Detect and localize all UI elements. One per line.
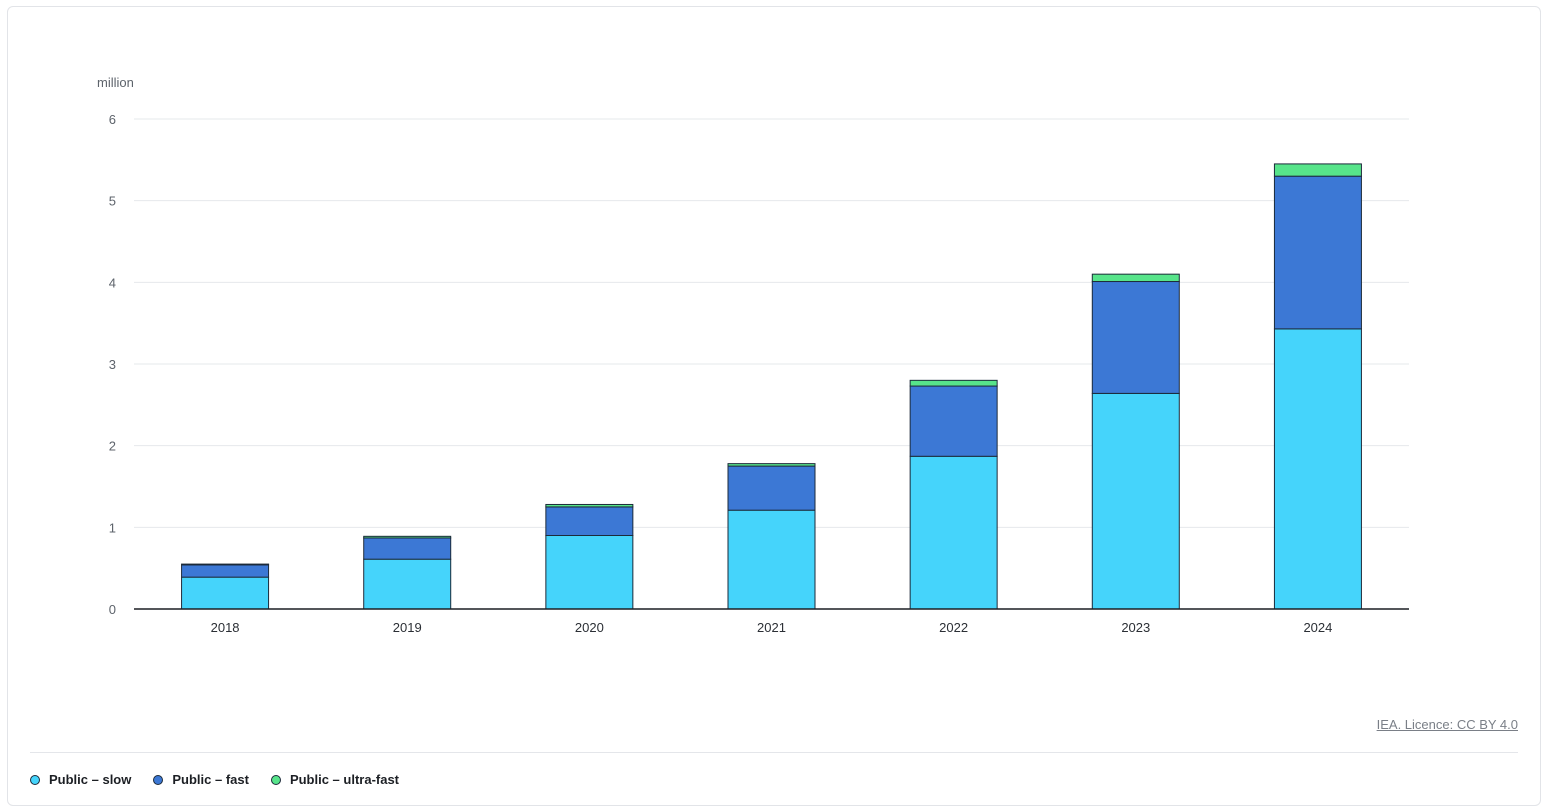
- legend-item-public-fast[interactable]: Public – fast: [153, 772, 249, 787]
- legend-label-public-ultra-fast: Public – ultra-fast: [289, 772, 400, 787]
- bar-2021-series-1: [727, 465, 816, 511]
- bar-2023-series-0: [1091, 392, 1180, 610]
- y-tick-label-3: 3: [109, 357, 116, 372]
- chart-card: million 0 1 2 3 4 5 6 2018 2019 2020 2021 2022 2023 20…: [7, 6, 1541, 806]
- bar-2024-series-2: [1273, 163, 1362, 177]
- x-tick-label-2023: 2023: [1121, 620, 1150, 635]
- bar-2024-series-0: [1273, 328, 1362, 610]
- licence-link[interactable]: IEA. Licence: CC BY 4.0: [1376, 717, 1518, 732]
- legend-item-public-slow[interactable]: Public – slow: [30, 772, 131, 787]
- bar-2019-series-0: [363, 558, 452, 610]
- y-tick-label-4: 4: [109, 275, 116, 290]
- legend: Public – slow Public – fast Public – ult…: [30, 772, 399, 787]
- legend-swatch-public-slow: [30, 774, 40, 785]
- y-tick-label-6: 6: [109, 112, 116, 127]
- bar-2018-series-1: [181, 564, 270, 578]
- bar-2020-series-0: [545, 535, 634, 610]
- x-tick-label-2020: 2020: [575, 620, 604, 635]
- y-tick-label-2: 2: [109, 439, 116, 454]
- bar-2021-series-0: [727, 509, 816, 610]
- bar-2020-series-2: [545, 503, 634, 508]
- bar-2024-series-1: [1273, 175, 1362, 330]
- y-tick-label-0: 0: [109, 602, 116, 617]
- stacked-bar-chart: million 0 1 2 3 4 5 6 2018 2019 2020 2021 2022 2023 20…: [97, 75, 1409, 635]
- bar-2018-series-2: [181, 563, 270, 566]
- legend-swatch-public-ultra-fast: [270, 774, 281, 785]
- x-tick-label-2018: 2018: [211, 620, 240, 635]
- bar-2023-series-1: [1091, 281, 1180, 394]
- x-tick-label-2024: 2024: [1303, 620, 1332, 635]
- bar-2022-series-2: [909, 379, 998, 387]
- x-tick-label-2019: 2019: [393, 620, 422, 635]
- bar-2019-series-1: [363, 537, 452, 560]
- x-tick-label-2021: 2021: [757, 620, 786, 635]
- legend-divider: [30, 752, 1518, 753]
- legend-label-public-fast: Public – fast: [172, 772, 249, 787]
- bar-2023-series-2: [1091, 273, 1180, 283]
- y-axis-unit-label: million: [97, 75, 134, 90]
- y-tick-label-5: 5: [109, 194, 116, 209]
- bar-2019-series-2: [363, 535, 452, 539]
- bar-2018-series-0: [181, 576, 270, 610]
- bar-2022-series-0: [909, 455, 998, 610]
- legend-swatch-public-fast: [153, 774, 164, 785]
- x-tick-label-2022: 2022: [939, 620, 968, 635]
- bar-2021-series-2: [727, 463, 816, 467]
- bar-2022-series-1: [909, 385, 998, 457]
- legend-label-public-slow: Public – slow: [49, 772, 132, 787]
- legend-item-public-ultra-fast[interactable]: Public – ultra-fast: [270, 772, 400, 787]
- y-tick-label-1: 1: [109, 520, 116, 535]
- bar-2020-series-1: [545, 506, 634, 536]
